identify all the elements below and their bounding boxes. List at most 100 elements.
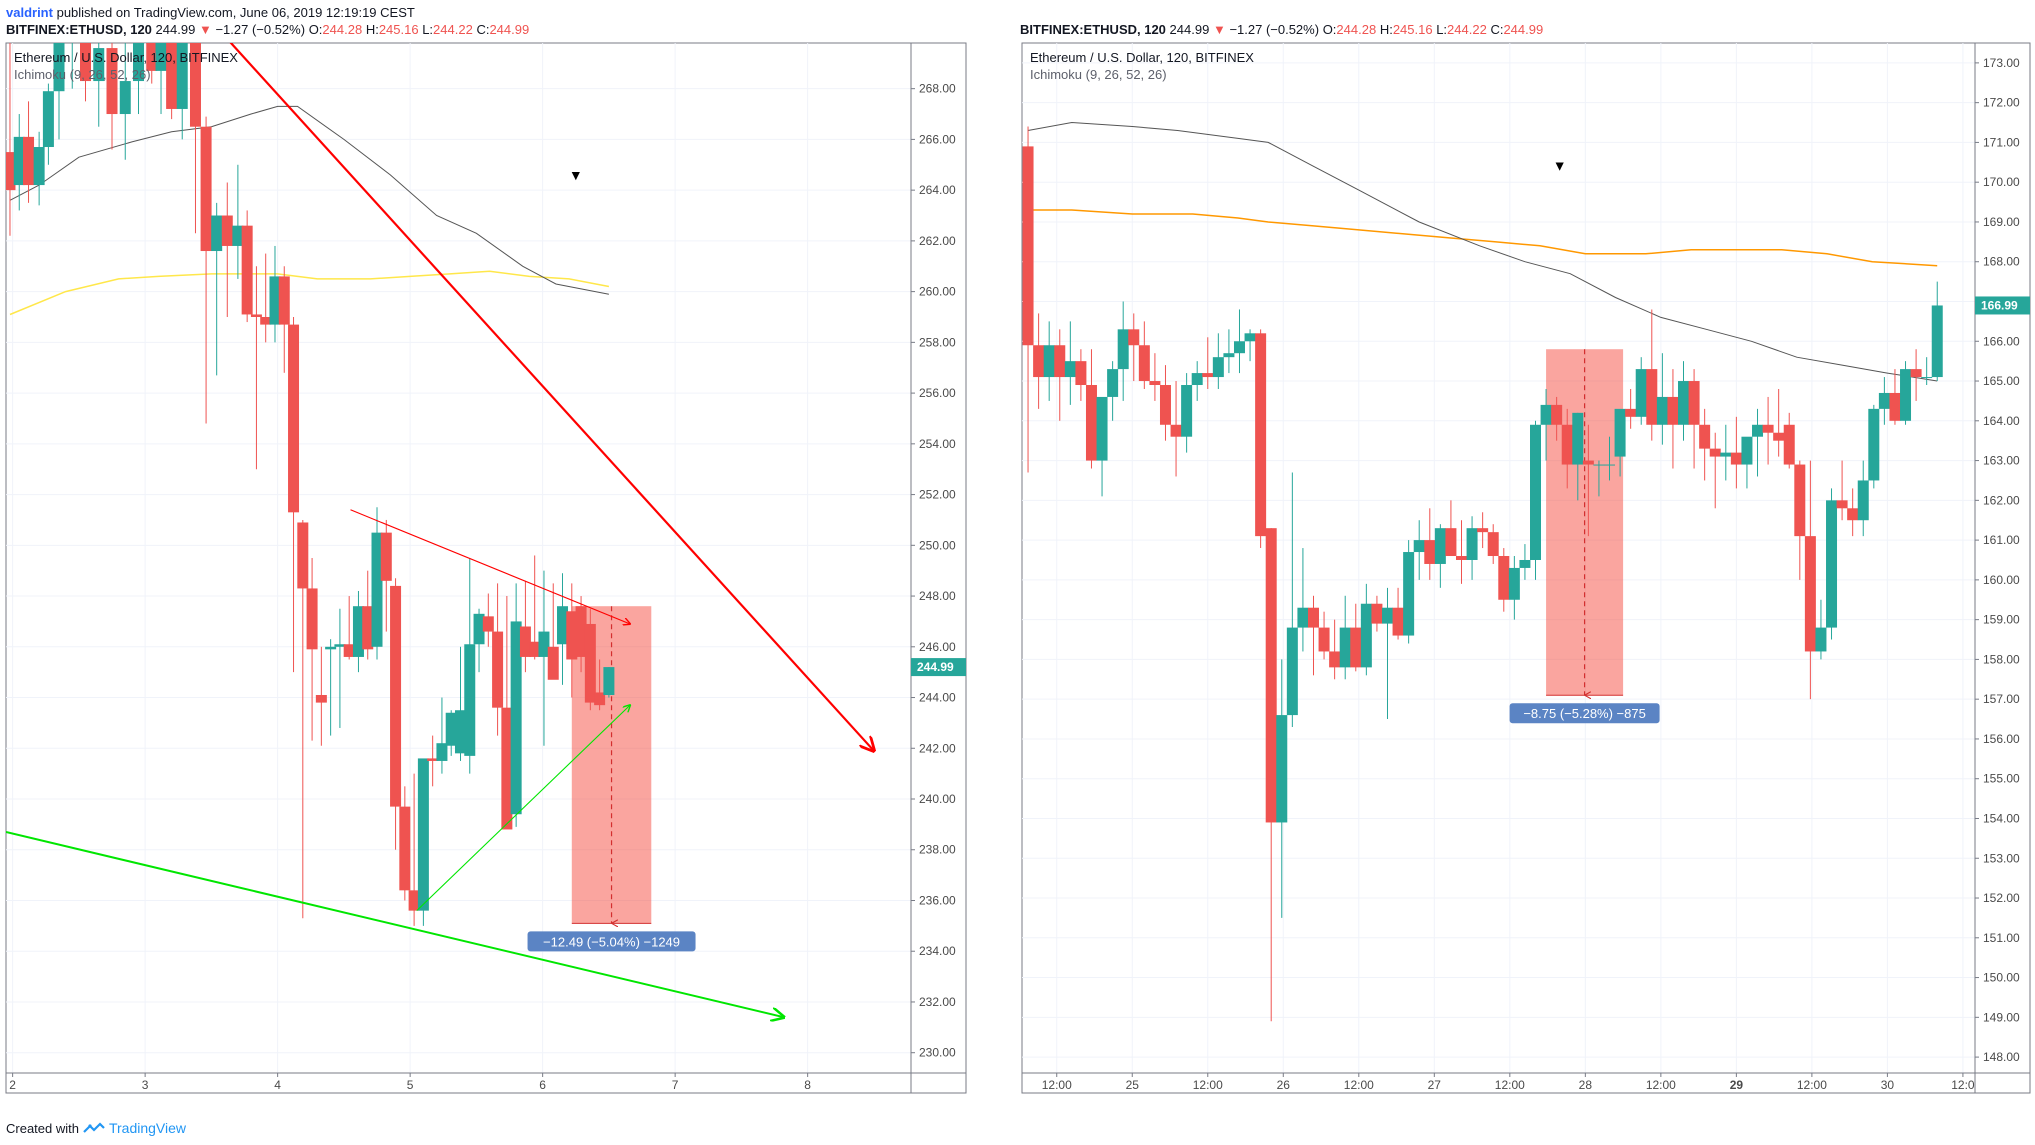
candle-body: [510, 621, 522, 815]
symbol-right[interactable]: BITFINEX:ETHUSD, 120: [1020, 22, 1166, 37]
candle: [176, 43, 188, 140]
candle: [454, 646, 466, 761]
candle: [1635, 357, 1647, 425]
candle: [1466, 516, 1478, 580]
candle-body: [1593, 464, 1605, 466]
candle: [1773, 388, 1785, 457]
candle: [1307, 595, 1319, 676]
y-tick-label: 234.00: [919, 944, 956, 958]
candle-body: [42, 91, 54, 148]
candle-body: [1064, 361, 1076, 378]
candle: [1064, 321, 1076, 405]
y-tick-label: 150.00: [1983, 971, 2020, 985]
chart-panel-2[interactable]: 148.00 149.00 150.00 151.00 152.00 153.00 154.…: [1021, 42, 2031, 1094]
candle: [1455, 520, 1467, 584]
candle: [445, 710, 457, 756]
candle-body: [1191, 373, 1203, 386]
candle-body: [1931, 305, 1943, 378]
close-label-left: C:: [476, 22, 490, 37]
candle: [1593, 460, 1605, 497]
x-tick-label: 12:00: [1193, 1078, 1223, 1092]
candle-body: [1403, 552, 1415, 636]
candle-body: [1783, 424, 1795, 465]
candle-body: [1107, 369, 1119, 397]
y-tick-label: 242.00: [919, 741, 956, 755]
close-right: 244.99: [1503, 22, 1544, 37]
candle: [1033, 313, 1045, 409]
candle-body: [371, 532, 383, 647]
indicator-label: Ichimoku (9, 26, 52, 26): [1030, 67, 1167, 82]
candle: [575, 596, 587, 673]
candle-body: [1138, 345, 1150, 382]
candle-body: [464, 644, 476, 756]
x-tick-label: 26: [1277, 1078, 1291, 1092]
candle: [221, 182, 233, 317]
candle: [1836, 460, 1848, 521]
candle-body: [232, 225, 244, 246]
candle: [1656, 353, 1668, 445]
candle-body: [1667, 396, 1679, 425]
candle-body: [1551, 404, 1563, 425]
candle-body: [67, 23, 78, 43]
candle: [33, 131, 45, 206]
candle-body: [93, 48, 105, 82]
candle-body: [1043, 345, 1055, 378]
candle-body: [362, 606, 374, 650]
chart-panel-1[interactable]: 230.00 232.00 234.00 236.00 238.00 240.00 242.…: [4, 0, 967, 1094]
candle-body: [1625, 408, 1637, 417]
candle-body: [1635, 369, 1647, 417]
candle: [501, 596, 513, 830]
symbol-left[interactable]: BITFINEX:ETHUSD, 120: [6, 22, 152, 37]
candle-body: [427, 758, 439, 761]
x-tick-label: 12:00: [1646, 1078, 1676, 1092]
candle-body: [1223, 353, 1235, 358]
candle-body: [1033, 345, 1045, 378]
candle: [1561, 408, 1573, 489]
candle: [1868, 404, 1880, 489]
y-tick-label: 170.00: [1983, 175, 2020, 189]
plot-area: ▼: [6, 23, 873, 1017]
candle: [566, 583, 578, 698]
created-with-text: Created with: [6, 1120, 79, 1136]
candle: [427, 735, 439, 787]
candle-body: [1878, 392, 1890, 409]
candle-body: [1075, 361, 1087, 386]
candle-body: [1307, 607, 1319, 628]
candle-body: [1159, 385, 1171, 425]
candle: [1804, 460, 1816, 700]
candle-body: [454, 710, 466, 754]
candle-body: [1604, 464, 1616, 466]
low-label-right: L:: [1436, 22, 1448, 37]
candle: [492, 583, 504, 736]
candle: [1878, 377, 1890, 425]
candle: [1477, 512, 1489, 549]
candle: [1202, 337, 1214, 389]
candle: [1170, 381, 1182, 477]
candle: [232, 164, 244, 279]
published-text: published on TradingView.com, June 06, 2…: [56, 5, 415, 20]
candle: [1107, 361, 1119, 421]
candle: [417, 758, 429, 926]
y-tick-label: 148.00: [1983, 1050, 2020, 1064]
candle: [315, 646, 327, 746]
author-link[interactable]: valdrint: [6, 5, 53, 20]
trend-line: [416, 705, 630, 912]
candle: [1159, 365, 1171, 441]
candle-body: [1117, 329, 1129, 370]
candle-body: [1900, 369, 1912, 421]
y-tick-label: 264.00: [919, 183, 956, 197]
y-tick-label: 163.00: [1983, 454, 2020, 468]
y-tick-label: 256.00: [919, 386, 956, 400]
candle: [1678, 361, 1690, 441]
candle-body: [1752, 424, 1764, 437]
price-tag: 166.99: [1981, 298, 2018, 312]
tradingview-brand-link[interactable]: TradingView: [108, 1120, 187, 1136]
x-tick-label: 12:00: [1495, 1078, 1525, 1092]
down-marker-icon: ▼: [1553, 157, 1567, 173]
candle-body: [1826, 500, 1838, 628]
y-tick-label: 166.00: [1983, 334, 2020, 348]
ichimoku-span-line: [1028, 209, 1938, 267]
candle: [1403, 540, 1415, 644]
x-tick-label: 12:00: [1042, 1078, 1072, 1092]
